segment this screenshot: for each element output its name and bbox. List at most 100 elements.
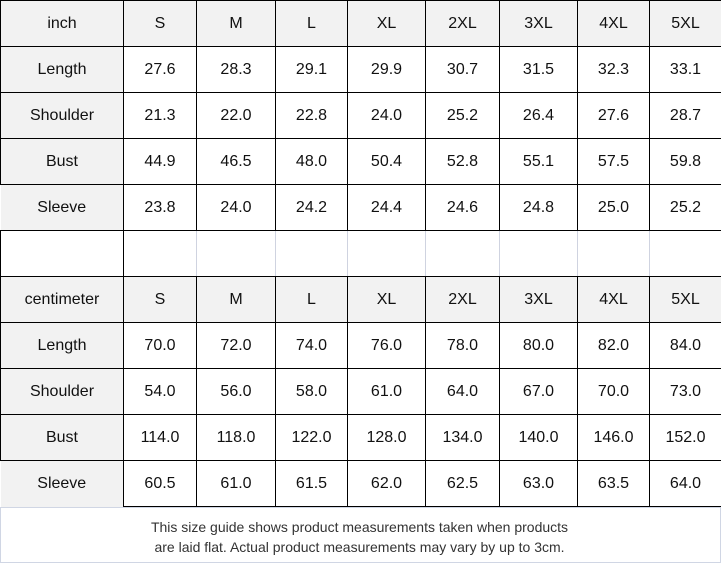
size-header: 3XL — [499, 0, 578, 47]
empty-cell — [425, 230, 500, 277]
measurement-value: 28.7 — [649, 92, 721, 139]
size-header: L — [275, 0, 348, 47]
measurement-value: 73.0 — [649, 368, 721, 415]
measurement-value: 48.0 — [275, 138, 348, 185]
measurement-value: 32.3 — [577, 46, 650, 93]
measurement-row: Shoulder 54.0 56.0 58.0 61.0 64.0 67.0 70.0 73.0 — [0, 368, 721, 415]
measurement-row: Sleeve 60.5 61.0 61.5 62.0 62.5 63.0 63.5 64.0 — [0, 460, 721, 507]
measurement-value: 61.0 — [347, 368, 426, 415]
measurement-value: 76.0 — [347, 322, 426, 369]
measurement-row: Shoulder 21.3 22.0 22.8 24.0 25.2 26.4 27.6 28.7 — [0, 92, 721, 139]
measurement-value: 54.0 — [123, 368, 197, 415]
size-header: M — [196, 0, 276, 47]
measurement-value: 27.6 — [123, 46, 197, 93]
measurement-value: 118.0 — [196, 414, 276, 461]
measurement-value: 29.9 — [347, 46, 426, 93]
measurement-value: 24.0 — [196, 184, 276, 231]
measurement-row: Length 27.6 28.3 29.1 29.9 30.7 31.5 32.3 33.1 — [0, 46, 721, 93]
measurement-value: 61.5 — [275, 460, 348, 507]
spacer-row — [0, 230, 721, 277]
measurement-value: 72.0 — [196, 322, 276, 369]
measurement-value: 55.1 — [499, 138, 578, 185]
measurement-value: 84.0 — [649, 322, 721, 369]
measurement-value: 25.2 — [425, 92, 500, 139]
row-label: Length — [0, 46, 124, 93]
measurement-value: 114.0 — [123, 414, 197, 461]
measurement-value: 31.5 — [499, 46, 578, 93]
measurement-value: 26.4 — [499, 92, 578, 139]
measurement-value: 25.0 — [577, 184, 650, 231]
measurement-value: 64.0 — [425, 368, 500, 415]
measurement-value: 134.0 — [425, 414, 500, 461]
measurement-value: 59.8 — [649, 138, 721, 185]
measurement-value: 152.0 — [649, 414, 721, 461]
measurement-value: 24.2 — [275, 184, 348, 231]
size-header: M — [196, 276, 276, 323]
header-row: centimeter S M L XL 2XL 3XL 4XL 5XL — [0, 276, 721, 323]
empty-cell — [649, 230, 721, 277]
measurement-value: 27.6 — [577, 92, 650, 139]
size-header: 5XL — [649, 276, 721, 323]
measurement-value: 63.0 — [499, 460, 578, 507]
size-header: 4XL — [577, 276, 650, 323]
measurement-value: 70.0 — [577, 368, 650, 415]
measurement-value: 61.0 — [196, 460, 276, 507]
empty-cell — [0, 230, 124, 277]
measurement-value: 70.0 — [123, 322, 197, 369]
measurement-value: 60.5 — [123, 460, 197, 507]
size-header: S — [123, 276, 197, 323]
size-header: 2XL — [425, 276, 500, 323]
measurement-value: 25.2 — [649, 184, 721, 231]
measurement-value: 62.5 — [425, 460, 500, 507]
size-header: L — [275, 276, 348, 323]
note-line-1: This size guide shows product measuremen… — [150, 519, 569, 535]
measurement-value: 24.0 — [347, 92, 426, 139]
measurement-value: 62.0 — [347, 460, 426, 507]
measurement-value: 57.5 — [577, 138, 650, 185]
measurement-value: 122.0 — [275, 414, 348, 461]
measurement-value: 44.9 — [123, 138, 197, 185]
measurement-value: 78.0 — [425, 322, 500, 369]
measurement-value: 22.8 — [275, 92, 348, 139]
measurement-value: 46.5 — [196, 138, 276, 185]
measurement-row: Bust 44.9 46.5 48.0 50.4 52.8 55.1 57.5 59.8 — [0, 138, 721, 185]
empty-cell — [347, 230, 426, 277]
empty-cell — [123, 230, 197, 277]
measurement-value: 30.7 — [425, 46, 500, 93]
measurement-value: 140.0 — [499, 414, 578, 461]
measurement-value: 24.8 — [499, 184, 578, 231]
row-label: Sleeve — [0, 184, 124, 231]
empty-cell — [577, 230, 650, 277]
measurement-value: 33.1 — [649, 46, 721, 93]
row-label: Bust — [0, 414, 124, 461]
measurement-value: 22.0 — [196, 92, 276, 139]
measurement-row: Length 70.0 72.0 74.0 76.0 78.0 80.0 82.0 84.0 — [0, 322, 721, 369]
empty-cell — [196, 230, 276, 277]
measurement-value: 21.3 — [123, 92, 197, 139]
measurement-value: 24.6 — [425, 184, 500, 231]
unit-label: centimeter — [0, 276, 124, 323]
size-chart-table: inch S M L XL 2XL 3XL 4XL 5XL Length 27.6 28.3 29.1 2… — [0, 0, 721, 507]
measurement-value: 29.1 — [275, 46, 348, 93]
row-label: Sleeve — [0, 460, 124, 507]
measurement-value: 58.0 — [275, 368, 348, 415]
measurement-value: 63.5 — [577, 460, 650, 507]
measurement-value: 52.8 — [425, 138, 500, 185]
measurement-value: 56.0 — [196, 368, 276, 415]
header-row: inch S M L XL 2XL 3XL 4XL 5XL — [0, 0, 721, 47]
measurement-value: 23.8 — [123, 184, 197, 231]
row-label: Shoulder — [0, 368, 124, 415]
measurement-value: 146.0 — [577, 414, 650, 461]
measurement-value: 64.0 — [649, 460, 721, 507]
measurement-value: 82.0 — [577, 322, 650, 369]
size-header: 2XL — [425, 0, 500, 47]
size-header: 4XL — [577, 0, 650, 47]
size-header: 3XL — [499, 276, 578, 323]
unit-label: inch — [0, 0, 124, 47]
measurement-value: 128.0 — [347, 414, 426, 461]
row-label: Length — [0, 322, 124, 369]
measurement-row: Bust 114.0 118.0 122.0 128.0 134.0 140.0 146.0 1… — [0, 414, 721, 461]
empty-cell — [499, 230, 578, 277]
size-header: XL — [347, 276, 426, 323]
measurement-value: 28.3 — [196, 46, 276, 93]
